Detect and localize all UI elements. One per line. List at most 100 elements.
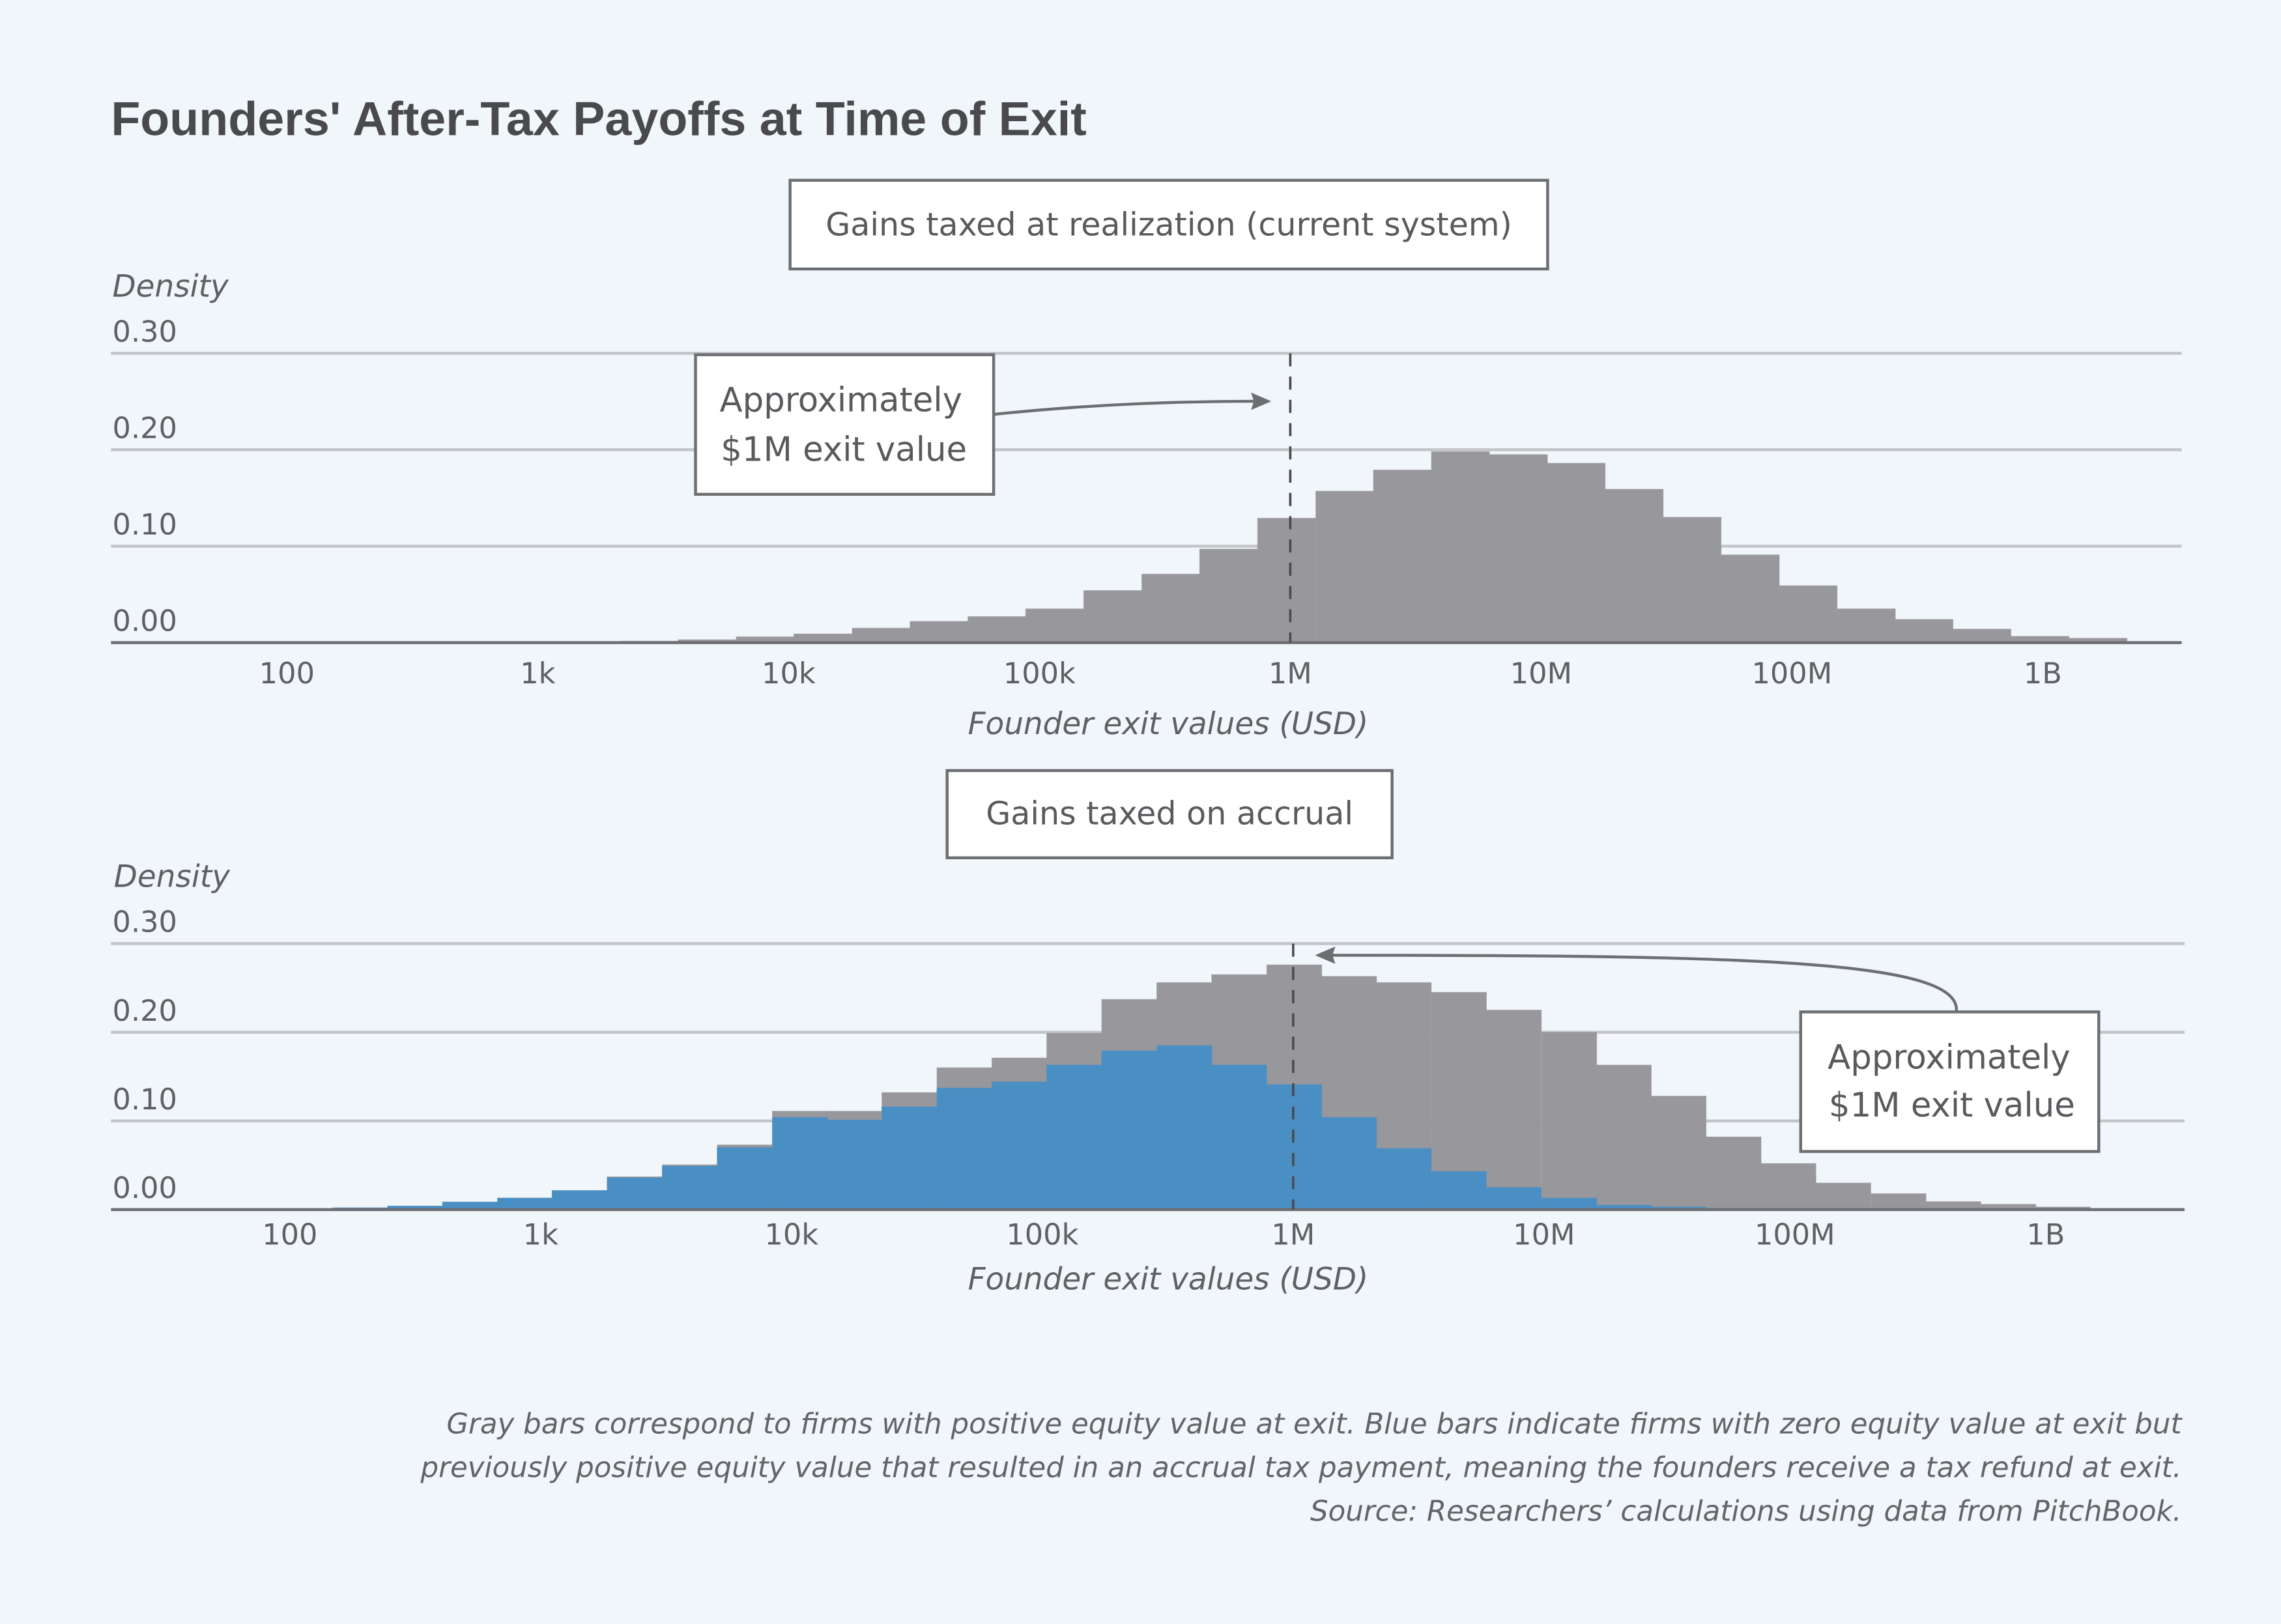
gray-bar [852,627,911,644]
panel-accrual: Gains taxed on accrual Density 0.000.100… [111,769,2185,1298]
blue-bar [1211,1064,1267,1210]
gray-bar [910,621,969,644]
blue-bar [551,1190,608,1210]
x-tick-label: 1M [1271,1218,1315,1251]
gray-bar [1199,548,1258,644]
y-tick-label: 0.20 [113,412,177,446]
annotation-line-1: Approximately [1828,1038,2071,1077]
x-tick-label: 1B [2024,657,2062,691]
gray-bar [1489,454,1548,644]
blue-bar [1321,1117,1377,1210]
x-tick-label: 10M [1510,657,1572,691]
y-tick-label: 0.10 [113,1083,177,1117]
x-tick-label: 100M [1755,1218,1835,1251]
gray-bar [1541,1032,1598,1210]
bars [111,943,2185,1212]
blue-bar [1431,1171,1487,1210]
footnote-line-1: Gray bars correspond to firms with posit… [446,1408,2183,1441]
x-tick-label: 100k [1003,657,1076,691]
gray-bar [1373,469,1432,644]
x-tick-label: 1M [1269,657,1312,691]
gray-bar [1721,554,1780,644]
blue-bar [607,1177,663,1210]
footnote-line-2: previously positive equity value that re… [420,1452,2181,1485]
panel-label: Gains taxed on accrual [986,794,1353,832]
gray-bar [1871,1193,1927,1210]
gray-bar [1894,619,1954,644]
gray-bar [968,616,1027,644]
x-tick-labels: 100 1k 10k 100k 1M 10M 100M 1B [259,657,2062,691]
x-tick-label: 10M [1513,1218,1575,1251]
blue-bar [1266,1084,1323,1210]
annotation-arrow [1327,954,1958,1012]
annotation-box [694,353,996,496]
annotation-arrow [993,399,1260,416]
blue-bar [661,1165,718,1210]
panel-label: Gains taxed at realization (current syst… [825,206,1512,244]
panel-label-box [945,769,1394,860]
blue-bar [1101,1050,1157,1210]
gray-bar [1025,608,1084,644]
y-axis-label: Density [113,269,229,304]
blue-bar [1541,1197,1598,1210]
annotation-box [1799,1010,2101,1153]
gray-bar [1141,573,1201,644]
y-tick-labels: 0.00 0.10 0.20 0.30 [113,905,177,1205]
gray-bar [1257,517,1316,644]
y-axis-label: Density [114,859,231,894]
blue-bar [1375,1148,1432,1210]
blue-bar [772,1117,828,1210]
gray-bar [1837,608,1896,644]
blue-bar [717,1147,773,1210]
arrowhead-icon [1315,946,1336,964]
x-tick-label: 1B [2026,1218,2065,1251]
x-tick-labels: 100 1k 10k 100k 1M 10M 100M 1B [262,1218,2065,1251]
source-note: Source: Researchers’ calculations using … [1310,1496,2182,1528]
y-tick-label: 0.30 [113,905,177,939]
blue-bar [1156,1045,1212,1210]
x-tick-label: 10k [762,657,816,691]
panel-realization: Gains taxed at realization (current syst… [111,178,2182,742]
gridlines [111,352,2182,548]
gray-bar [1706,1136,1762,1210]
gray-bar [1663,517,1722,644]
x-tick-label: 100 [262,1218,317,1251]
x-axis-label: Founder exit values (USD) [968,1262,1369,1298]
gray-bar [1315,491,1375,644]
blue-bar [991,1081,1048,1210]
y-tick-label: 0.10 [113,508,177,542]
y-tick-label: 0.00 [113,1171,177,1205]
gray-bar [1779,585,1838,644]
x-tick-label: 100 [259,657,315,691]
panel-label-box [788,178,1549,271]
y-tick-label: 0.20 [113,994,177,1028]
x-axis-label: Founder exit values (USD) [968,707,1369,742]
annotation-line-1: Approximately [719,381,962,420]
gray-bar [1431,451,1490,644]
blue-bar [1485,1187,1542,1210]
gray-bar [1605,489,1664,644]
x-tick-label: 1k [520,657,555,691]
arrowhead-icon [1251,392,1272,410]
blue-bar [826,1119,882,1210]
gray-bar [1485,1010,1542,1210]
blue-bar [936,1087,992,1210]
y-tick-labels: 0.00 0.10 0.20 0.30 [113,315,177,638]
annotation-line-2: $1M exit value [1829,1086,2075,1125]
y-tick-label: 0.30 [113,315,177,349]
annotation-line-2: $1M exit value [721,431,967,470]
blue-bar [1046,1064,1102,1210]
blue-bar [497,1197,553,1210]
gray-bar [1952,629,2012,644]
x-tick-label: 100k [1006,1218,1078,1251]
gray-bar [1596,1064,1652,1210]
blue-bar [882,1106,938,1210]
gray-bar [1547,463,1606,644]
bars [111,353,2182,644]
gray-bar [1650,1096,1707,1210]
gray-bar [1083,590,1142,644]
x-tick-label: 100M [1752,657,1833,691]
gray-bar [1815,1182,1871,1210]
x-tick-label: 10k [765,1218,819,1251]
